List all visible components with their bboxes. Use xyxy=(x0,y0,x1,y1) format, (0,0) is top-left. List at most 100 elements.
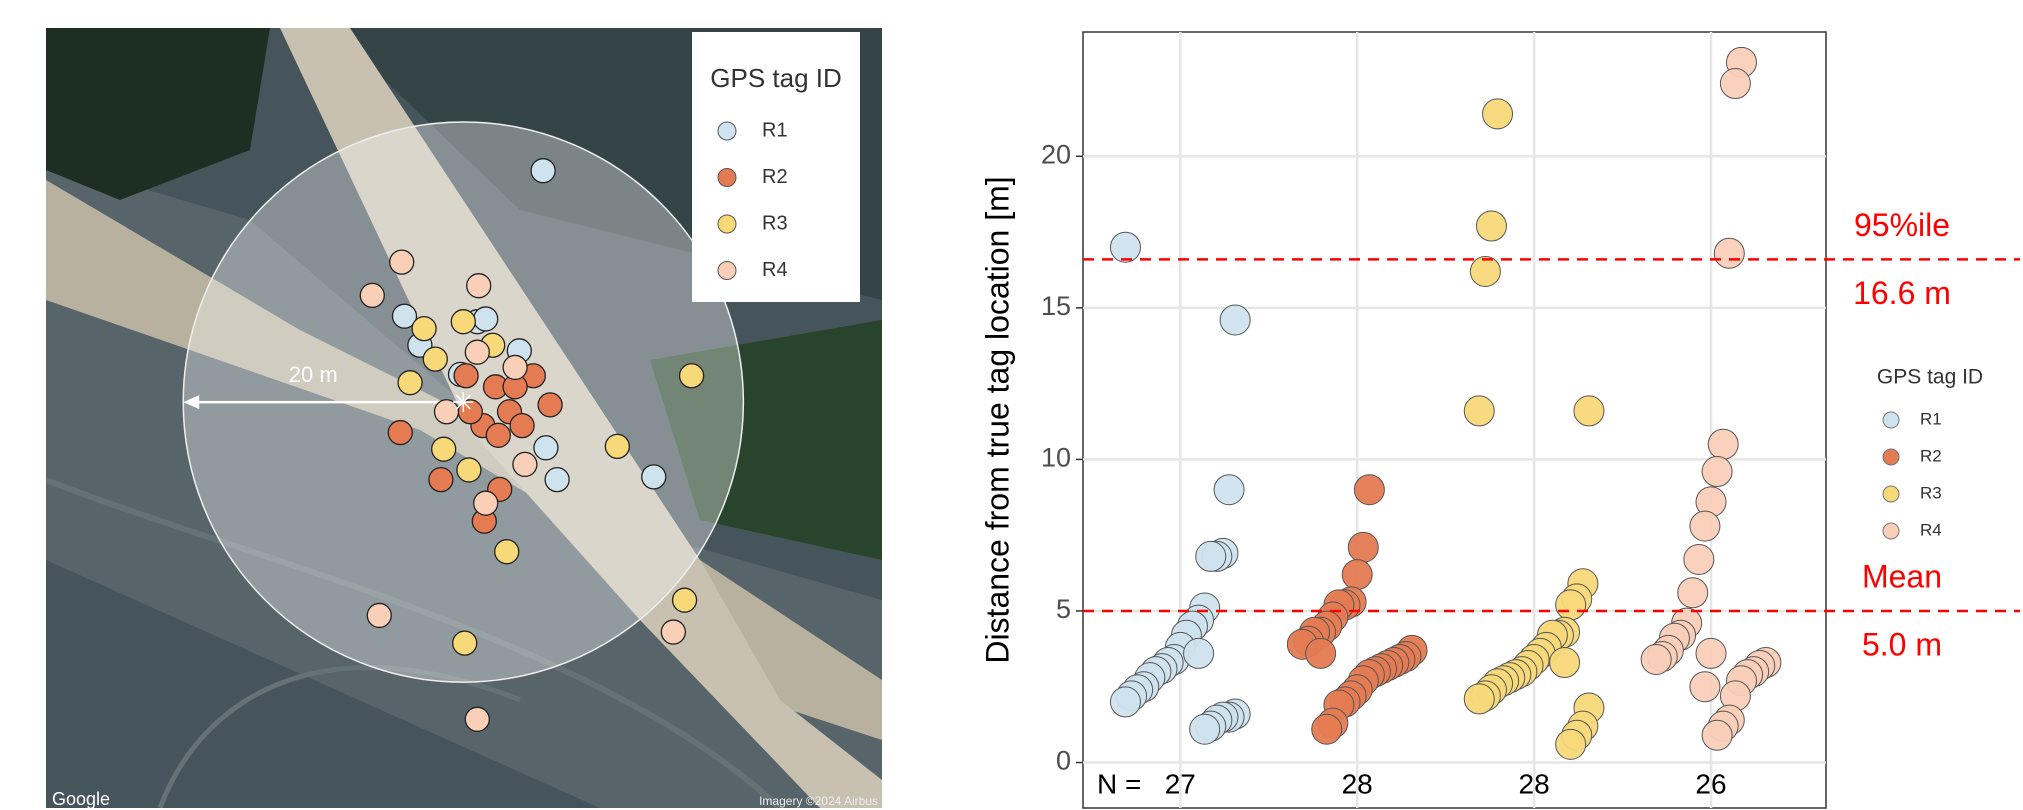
point xyxy=(1678,578,1708,608)
map-point xyxy=(454,364,478,388)
y-tick-label: 20 xyxy=(1041,139,1071,169)
point xyxy=(1190,714,1220,744)
map-legend-key xyxy=(718,122,736,140)
imagery-credit: Imagery ©2024 Airbus xyxy=(759,794,878,808)
legend-label: R4 xyxy=(1920,520,1942,539)
n-label: 28 xyxy=(1519,768,1550,799)
map-point xyxy=(457,458,481,482)
map-point xyxy=(538,393,562,417)
map-point xyxy=(390,250,414,274)
map-point xyxy=(434,400,458,424)
map-point xyxy=(503,355,527,379)
point xyxy=(1348,532,1378,562)
map-point xyxy=(534,436,558,460)
point xyxy=(1110,687,1140,717)
point xyxy=(1184,638,1214,668)
n-prefix: N = xyxy=(1097,768,1141,799)
point xyxy=(1684,544,1714,574)
n-label: 26 xyxy=(1695,768,1726,799)
reference-label: 5.0 m xyxy=(1862,626,1942,662)
point xyxy=(1342,560,1372,590)
reference-name: Mean xyxy=(1862,558,1942,594)
point xyxy=(1708,429,1738,459)
map-legend-title: GPS tag ID xyxy=(710,63,842,93)
point xyxy=(1354,475,1384,505)
y-tick-label: 10 xyxy=(1041,443,1071,473)
map-point xyxy=(680,364,704,388)
map-point xyxy=(486,423,510,447)
map-point xyxy=(360,283,384,307)
map-legend-key xyxy=(718,169,736,187)
y-tick-label: 0 xyxy=(1056,746,1071,776)
point xyxy=(1574,396,1604,426)
point xyxy=(1220,305,1250,335)
map-point xyxy=(642,465,666,489)
point xyxy=(1696,638,1726,668)
legend-key xyxy=(1883,523,1899,539)
point xyxy=(1550,648,1580,678)
map-point xyxy=(474,491,498,515)
map-legend-label: R3 xyxy=(762,212,788,234)
map-point xyxy=(467,274,491,298)
map-point xyxy=(465,340,489,364)
point xyxy=(1702,720,1732,750)
reference-name: 95%ile xyxy=(1854,207,1950,243)
map-point xyxy=(673,588,697,612)
map-point xyxy=(423,347,447,371)
point xyxy=(1196,541,1226,571)
map-point xyxy=(367,603,391,627)
map-point xyxy=(465,707,489,731)
legend-label: R2 xyxy=(1920,446,1942,465)
map-point xyxy=(398,371,422,395)
map-point xyxy=(605,434,629,458)
map-legend-key xyxy=(718,262,736,280)
point xyxy=(1690,511,1720,541)
point xyxy=(1483,99,1513,129)
map-point xyxy=(531,159,555,183)
map-point xyxy=(495,540,519,564)
map-legend-key xyxy=(718,215,736,233)
y-tick-label: 5 xyxy=(1056,594,1071,624)
map-point xyxy=(429,468,453,492)
point xyxy=(1702,457,1732,487)
map-point xyxy=(545,468,569,492)
point xyxy=(1464,396,1494,426)
point xyxy=(1312,714,1342,744)
point xyxy=(1714,238,1744,268)
point xyxy=(1641,644,1671,674)
map-point xyxy=(474,307,498,331)
radius-label: 20 m xyxy=(289,362,338,387)
attribution: Google xyxy=(52,789,110,809)
point xyxy=(1556,729,1586,759)
legend-label: R1 xyxy=(1920,409,1942,428)
legend-title: GPS tag ID xyxy=(1877,366,1983,389)
map-point xyxy=(510,414,534,438)
n-label: 27 xyxy=(1165,768,1196,799)
legend-key xyxy=(1883,486,1899,502)
map-point xyxy=(513,452,537,476)
map-legend-label: R4 xyxy=(762,259,788,281)
y-tick-label: 15 xyxy=(1041,291,1071,321)
n-label: 28 xyxy=(1342,768,1373,799)
legend-key xyxy=(1883,449,1899,465)
point xyxy=(1306,638,1336,668)
point xyxy=(1476,211,1506,241)
legend-label: R3 xyxy=(1920,483,1942,502)
map-point xyxy=(432,437,456,461)
figure: 20 m GPS tag ID Distance from true tag l… xyxy=(0,0,2023,810)
point xyxy=(1110,232,1140,262)
map-point xyxy=(453,631,477,655)
point xyxy=(1690,672,1720,702)
map-legend-label: R2 xyxy=(762,166,788,188)
point xyxy=(1214,475,1244,505)
map-point xyxy=(412,317,436,341)
reference-label: 16.6 m xyxy=(1853,275,1951,311)
map-legend-label: R1 xyxy=(762,119,788,141)
y-axis-label: Distance from true tag location [m] xyxy=(979,176,1015,663)
point xyxy=(1464,684,1494,714)
map-point xyxy=(451,310,475,334)
point xyxy=(1720,69,1750,99)
point xyxy=(1470,256,1500,286)
point xyxy=(1556,590,1586,620)
map-point xyxy=(661,620,685,644)
